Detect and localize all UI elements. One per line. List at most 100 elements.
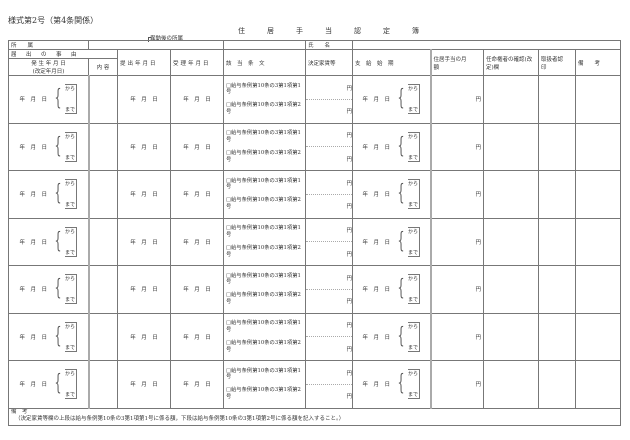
rent-cell[interactable]: 円円 [305,312,354,361]
clause-cell[interactable]: □給与条例第10条の3第1項第1号 □給与条例第10条の3第1項第2号 [223,217,307,266]
clause-checkbox-1[interactable]: □給与条例第10条の3第1項第1号 [226,225,301,238]
name-field[interactable] [352,40,622,50]
rent-cell[interactable]: 円円 [305,122,354,171]
rent-cell[interactable]: 円円 [305,265,354,314]
receipt-date-cell[interactable]: 年 月 日 [169,170,225,219]
monthly-cell[interactable]: 円 [429,122,485,171]
content-cell[interactable] [87,170,118,219]
clause-checkbox-2[interactable]: □給与条例第10条の3第1項第2号 [226,197,301,211]
content-cell[interactable] [87,217,118,266]
clause-cell[interactable]: □給与条例第10条の3第1項第1号 □給与条例第10条の3第1項第2号 [223,312,307,361]
receipt-date-cell[interactable]: 年 月 日 [169,217,225,266]
appointer-cell[interactable] [483,170,540,219]
handler-cell[interactable] [538,265,577,314]
clause-checkbox-2[interactable]: □給与条例第10条の3第1項第2号 [226,292,301,306]
appointer-cell[interactable] [483,312,540,361]
start-date-cell[interactable]: 年 月 日{から まで [352,360,432,409]
clause-checkbox-1[interactable]: □給与条例第10条の3第1項第1号 [226,130,301,143]
monthly-cell[interactable]: 円 [429,360,485,409]
clause-cell[interactable]: □給与条例第10条の3第1項第1号 □給与条例第10条の3第1項第2号 [223,360,307,409]
submit-date-cell[interactable]: 年 月 日 [117,170,171,219]
start-date-cell[interactable]: 年 月 日{から まで [352,170,432,219]
submit-date-cell[interactable]: 年 月 日 [117,312,171,361]
remarks-cell[interactable] [575,122,622,171]
handler-cell[interactable] [538,217,577,266]
clause-checkbox-2[interactable]: □給与条例第10条の3第1項第2号 [226,339,301,353]
remarks-cell[interactable] [575,312,622,361]
remarks-header: 備 考 [575,49,622,76]
occur-date-cell[interactable]: 年 月 日{から まで [8,312,89,361]
to-label: まで [65,249,76,256]
content-cell[interactable] [87,75,118,124]
monthly-cell[interactable]: 円 [429,170,485,219]
clause-checkbox-1[interactable]: □給与条例第10条の3第1項第1号 [226,82,301,96]
appointer-cell[interactable] [483,265,540,314]
content-cell[interactable] [87,312,118,361]
appointer-cell[interactable] [483,75,540,124]
remarks-cell[interactable] [575,170,622,219]
rent-cell[interactable]: 円円 [305,75,354,124]
submit-date-cell[interactable]: 年 月 日 [117,217,171,266]
occur-date-cell[interactable]: 年 月 日{から まで [8,265,89,314]
occur-date-cell[interactable]: 年 月 日{から まで [8,75,89,124]
monthly-cell[interactable]: 円 [429,75,485,124]
affiliation-field[interactable] [87,40,225,50]
handler-cell[interactable] [538,312,577,361]
handler-cell[interactable] [538,122,577,171]
content-cell[interactable] [87,122,118,171]
occur-date-cell[interactable]: 年 月 日{から まで [8,217,89,266]
handler-cell[interactable] [538,360,577,409]
appointer-cell[interactable] [483,122,540,171]
occur-date-cell[interactable]: 年 月 日{から まで [8,170,89,219]
content-header: 内 容 [88,58,118,76]
receipt-date-cell[interactable]: 年 月 日 [169,75,225,124]
monthly-cell[interactable]: 円 [429,217,485,266]
submit-date-cell[interactable]: 年 月 日 [117,360,171,409]
rent-cell[interactable]: 円円 [305,360,354,409]
remarks-cell[interactable] [575,217,622,266]
clause-checkbox-2[interactable]: □給与条例第10条の3第1項第2号 [226,149,301,163]
clause-checkbox-1[interactable]: □給与条例第10条の3第1項第1号 [226,272,301,286]
start-date-cell[interactable]: 年 月 日{から まで [352,265,432,314]
clause-cell[interactable]: □給与条例第10条の3第1項第1号 □給与条例第10条の3第1項第2号 [223,265,307,314]
submit-date-cell[interactable]: 年 月 日 [117,265,171,314]
start-date-cell[interactable]: 年 月 日{から まで [352,122,432,171]
clause-checkbox-2[interactable]: □給与条例第10条の3第1項第2号 [226,102,301,116]
handler-cell[interactable] [538,170,577,219]
start-date-cell[interactable]: 年 月 日{から まで [352,75,432,124]
clause-header: 該 当 条 文 [223,49,307,76]
date-text: 年 月 日 [362,144,391,151]
monthly-cell[interactable]: 円 [429,265,485,314]
rent-cell[interactable]: 円円 [305,217,354,266]
receipt-date-cell[interactable]: 年 月 日 [169,122,225,171]
submit-date-cell[interactable]: 年 月 日 [117,122,171,171]
appointer-cell[interactable] [483,360,540,409]
from-label: から [65,371,76,378]
receipt-date-cell[interactable]: 年 月 日 [169,360,225,409]
clause-checkbox-1[interactable]: □給与条例第10条の3第1項第1号 [226,320,301,333]
receipt-date-cell[interactable]: 年 月 日 [169,312,225,361]
start-date-cell[interactable]: 年 月 日{から まで [352,312,432,361]
handler-cell[interactable] [538,75,577,124]
remarks-cell[interactable] [575,75,622,124]
clause-checkbox-1[interactable]: □給与条例第10条の3第1項第1号 [226,367,301,381]
clause-cell[interactable]: □給与条例第10条の3第1項第1号 □給与条例第10条の3第1項第2号 [223,122,307,171]
clause-cell[interactable]: □給与条例第10条の3第1項第1号 □給与条例第10条の3第1項第2号 [223,170,307,219]
content-cell[interactable] [87,265,118,314]
destination-field[interactable] [223,40,307,50]
remarks-cell[interactable] [575,265,622,314]
clause-checkbox-2[interactable]: □給与条例第10条の3第1項第2号 [226,387,301,401]
clause-cell[interactable]: □給与条例第10条の3第1項第1号 □給与条例第10条の3第1項第2号 [223,75,307,124]
clause-checkbox-2[interactable]: □給与条例第10条の3第1項第2号 [226,244,301,258]
occur-date-cell[interactable]: 年 月 日{から まで [8,122,89,171]
remarks-cell[interactable] [575,360,622,409]
receipt-date-cell[interactable]: 年 月 日 [169,265,225,314]
clause-checkbox-1[interactable]: □給与条例第10条の3第1項第1号 [226,177,301,191]
submit-date-cell[interactable]: 年 月 日 [117,75,171,124]
occur-date-cell[interactable]: 年 月 日{から まで [8,360,89,409]
rent-cell[interactable]: 円円 [305,170,354,219]
content-cell[interactable] [87,360,118,409]
appointer-cell[interactable] [483,217,540,266]
monthly-cell[interactable]: 円 [429,312,485,361]
start-date-cell[interactable]: 年 月 日{から まで [352,217,432,266]
